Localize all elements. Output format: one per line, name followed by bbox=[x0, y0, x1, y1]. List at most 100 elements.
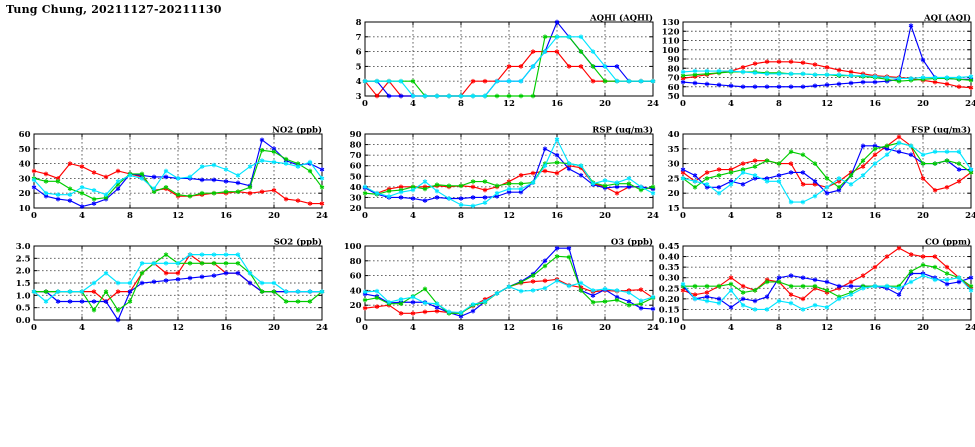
y-tick-label: 3 bbox=[356, 92, 362, 102]
series-marker-day4 bbox=[398, 189, 404, 195]
x-tick-label: 16 bbox=[869, 99, 881, 109]
x-tick-label: 8 bbox=[458, 211, 464, 221]
series-marker-day3 bbox=[386, 188, 392, 194]
series-marker-day4 bbox=[398, 78, 404, 84]
x-tick-label: 4 bbox=[410, 211, 416, 221]
series-marker-day4 bbox=[307, 159, 313, 165]
series-marker-day3 bbox=[259, 147, 265, 153]
series-marker-day3 bbox=[626, 181, 632, 186]
series-marker-day4 bbox=[223, 167, 229, 172]
series-marker-day3 bbox=[470, 179, 476, 184]
series-marker-day1 bbox=[482, 78, 488, 84]
series-marker-day2 bbox=[223, 179, 229, 184]
series-marker-day1 bbox=[374, 304, 380, 309]
series-marker-day1 bbox=[638, 287, 644, 292]
series-marker-day4 bbox=[920, 75, 926, 80]
series-marker-day2 bbox=[752, 298, 758, 304]
y-tick-label: 40 bbox=[350, 183, 362, 193]
series-marker-day4 bbox=[307, 289, 313, 294]
series-marker-day3 bbox=[860, 158, 866, 163]
series-marker-day4 bbox=[518, 288, 524, 294]
series-marker-day4 bbox=[247, 270, 253, 276]
series-marker-day2 bbox=[235, 180, 241, 186]
series-marker-day4 bbox=[199, 164, 205, 169]
series-marker-day4 bbox=[968, 167, 974, 172]
series-marker-day3 bbox=[458, 183, 464, 189]
series-marker-day4 bbox=[578, 34, 584, 40]
series-marker-day3 bbox=[103, 289, 109, 294]
series-marker-day3 bbox=[398, 301, 404, 307]
series-marker-day4 bbox=[638, 78, 644, 84]
series-marker-day3 bbox=[764, 279, 770, 285]
series-marker-day2 bbox=[704, 81, 710, 87]
series-marker-day1 bbox=[860, 273, 866, 278]
series-marker-day2 bbox=[764, 294, 770, 300]
y-tick-label: 20 bbox=[350, 301, 362, 311]
series-marker-day3 bbox=[740, 290, 746, 295]
series-marker-day1 bbox=[530, 49, 536, 54]
series-marker-day4 bbox=[422, 179, 428, 184]
series-marker-day4 bbox=[530, 64, 536, 69]
series-marker-day1 bbox=[530, 279, 536, 284]
series-marker-day1 bbox=[422, 309, 428, 315]
series-marker-day3 bbox=[79, 190, 85, 196]
series-marker-day3 bbox=[752, 164, 758, 169]
series-marker-day1 bbox=[740, 283, 746, 289]
series-marker-day4 bbox=[848, 182, 854, 187]
y-tick-label: 30 bbox=[668, 160, 680, 170]
series-marker-day4 bbox=[542, 285, 548, 291]
x-tick-label: 20 bbox=[599, 99, 611, 109]
y-tick-label: 60 bbox=[350, 272, 362, 282]
series-marker-day4 bbox=[91, 187, 97, 193]
series-marker-day4 bbox=[55, 192, 61, 197]
y-tick-label: 50 bbox=[350, 172, 362, 182]
series-marker-day3 bbox=[422, 186, 428, 192]
series-marker-day4 bbox=[650, 190, 656, 196]
series-marker-day4 bbox=[824, 305, 830, 310]
series-marker-day3 bbox=[518, 279, 524, 285]
series-marker-day1 bbox=[247, 190, 253, 196]
y-tick-label: 20 bbox=[350, 204, 362, 214]
chart-no2: 10 20 30 40 50 60 0 4 8 12 16 20 24 NO2 (ppb) bbox=[19, 125, 328, 222]
series-marker-day4 bbox=[103, 192, 109, 197]
series-marker-day2 bbox=[542, 146, 548, 152]
x-tick-label: 16 bbox=[551, 99, 563, 109]
series-marker-day4 bbox=[554, 278, 560, 284]
chart-panel-rsp: 20 30 40 50 60 70 80 90 0 4 8 12 16 20 24 RSP (ug/m3) bbox=[337, 125, 659, 223]
series-marker-day1 bbox=[542, 168, 548, 174]
series-marker-day4 bbox=[151, 260, 157, 266]
series-marker-day4 bbox=[590, 288, 596, 293]
series-marker-day2 bbox=[259, 137, 265, 143]
series-marker-day4 bbox=[836, 296, 842, 302]
series-marker-day2 bbox=[848, 80, 854, 86]
series-marker-day4 bbox=[590, 49, 596, 54]
series-marker-day2 bbox=[956, 279, 962, 285]
series-marker-day2 bbox=[752, 84, 758, 90]
series-marker-day4 bbox=[566, 283, 572, 289]
series-marker-day3 bbox=[187, 260, 193, 266]
series-marker-day3 bbox=[422, 286, 428, 292]
page-title: Tung Chung, 20211127-20211130 bbox=[6, 3, 222, 16]
series-marker-day2 bbox=[836, 283, 842, 289]
series-marker-day3 bbox=[410, 78, 416, 84]
series-marker-day1 bbox=[944, 81, 950, 87]
series-marker-day3 bbox=[283, 299, 289, 304]
series-marker-day4 bbox=[836, 176, 842, 181]
series-marker-day4 bbox=[386, 78, 392, 84]
x-tick-label: 24 bbox=[965, 99, 975, 109]
series-marker-day1 bbox=[824, 65, 830, 70]
series-marker-day3 bbox=[578, 49, 584, 54]
series-marker-day2 bbox=[824, 279, 830, 285]
series-marker-day2 bbox=[896, 292, 902, 297]
series-marker-day4 bbox=[752, 173, 758, 178]
y-tick-label: 30 bbox=[350, 193, 362, 203]
series-marker-day4 bbox=[578, 163, 584, 169]
series-marker-day4 bbox=[271, 159, 277, 165]
y-tick-label: 1.5 bbox=[16, 279, 31, 289]
series-marker-day2 bbox=[482, 195, 488, 200]
series-marker-day3 bbox=[91, 196, 97, 202]
series-marker-day4 bbox=[43, 299, 49, 304]
series-marker-day2 bbox=[860, 143, 866, 149]
series-marker-day4 bbox=[614, 78, 620, 84]
